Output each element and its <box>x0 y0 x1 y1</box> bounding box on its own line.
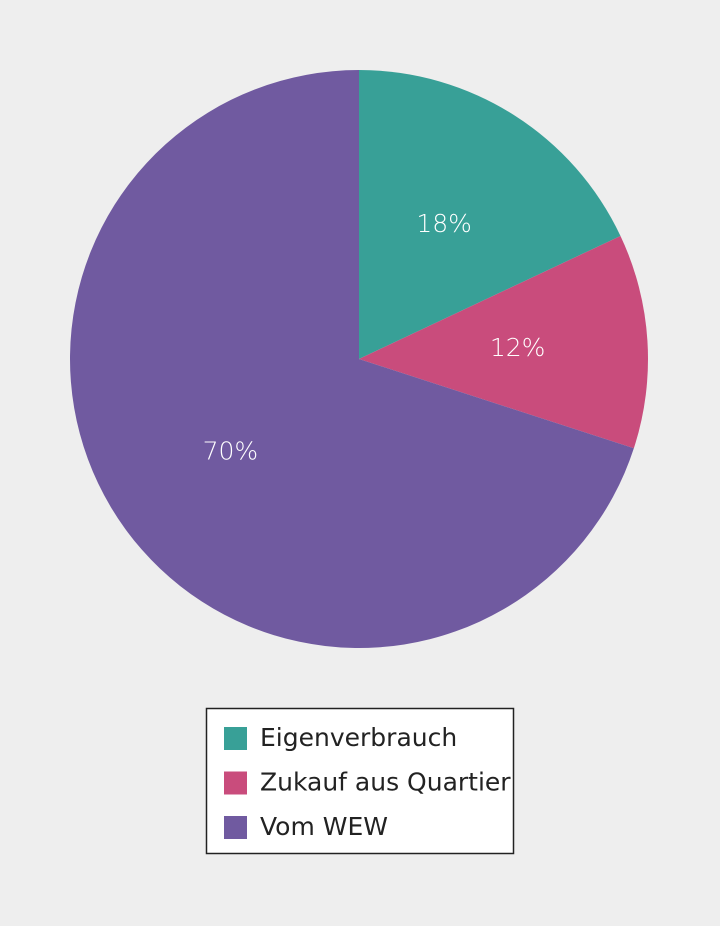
legend-box <box>205 707 515 855</box>
value-label: 12% <box>490 333 546 362</box>
value-label: 18% <box>416 209 472 238</box>
legend-label: Eigenverbrauch <box>260 723 457 752</box>
value-label: 70% <box>203 436 259 465</box>
legend-swatch <box>224 816 247 839</box>
legend: Eigenverbrauch Zukauf aus Quartier Vom WEW <box>205 707 515 855</box>
pie: 18% 12% 70% <box>70 70 649 648</box>
legend-swatch <box>224 771 247 795</box>
legend-label: Zukauf aus Quartier <box>260 768 511 797</box>
pie-slice <box>359 235 649 449</box>
legend-label: Vom WEW <box>260 812 388 841</box>
legend-swatch <box>224 727 247 750</box>
pie-slice <box>70 70 634 648</box>
pie-slice <box>359 70 621 359</box>
